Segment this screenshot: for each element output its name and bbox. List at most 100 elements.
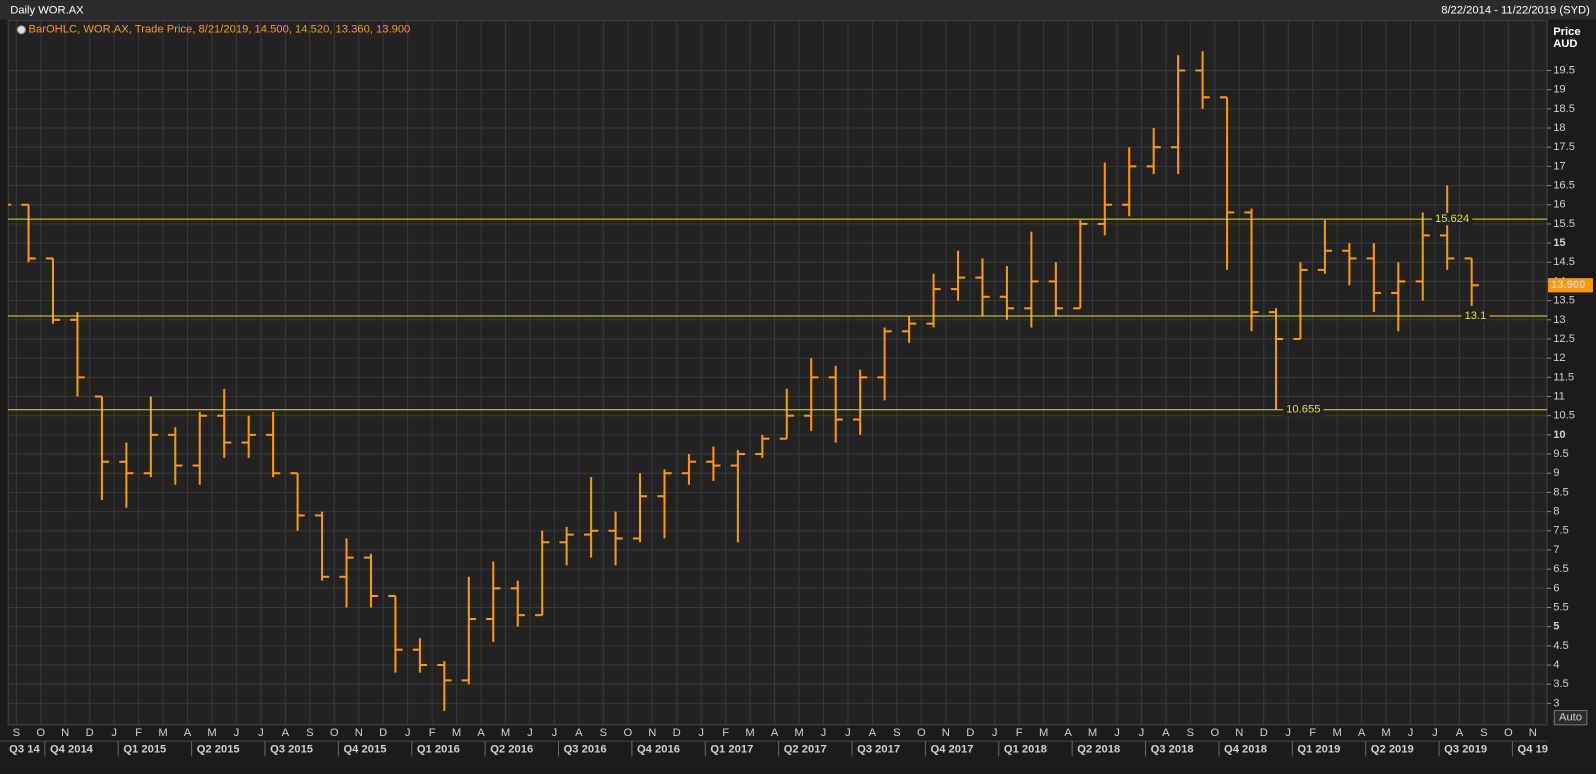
x-tick-label: N xyxy=(1529,727,1537,739)
y-tick-label: 17 xyxy=(1553,160,1565,172)
y-tick-label: 18 xyxy=(1553,122,1565,134)
x-tick-label: O xyxy=(623,727,632,739)
quarter-label: Q3 2015 xyxy=(270,743,313,755)
y-tick-label: 13.5 xyxy=(1553,295,1575,307)
quarter-label: Q4 2015 xyxy=(343,743,386,755)
x-tick-label: M xyxy=(794,727,803,739)
x-tick-label: J xyxy=(527,727,533,739)
x-tick-label: A xyxy=(184,727,192,739)
legend-icon[interactable] xyxy=(16,25,26,35)
x-tick-label: J xyxy=(405,727,411,739)
x-tick-label: J xyxy=(1139,727,1145,739)
chart-title: Daily WOR.AX xyxy=(10,4,84,16)
x-tick-label: D xyxy=(86,727,94,739)
x-tick-label: M xyxy=(1332,727,1341,739)
x-tick-label: J xyxy=(552,727,558,739)
x-tick-label: O xyxy=(917,727,926,739)
y-tick-label: 5 xyxy=(1553,621,1559,633)
y-tick-label: 3.5 xyxy=(1553,678,1569,690)
y-tick-label: 9.5 xyxy=(1553,448,1569,460)
x-tick-label: N xyxy=(648,727,656,739)
x-tick-label: J xyxy=(821,727,827,739)
plot-area xyxy=(7,20,1548,726)
y-tick-label: 19 xyxy=(1553,84,1565,96)
x-tick-label: N xyxy=(355,727,363,739)
grid xyxy=(8,20,1548,725)
x-tick-label: M xyxy=(501,727,510,739)
y-tick-label: 10 xyxy=(1553,429,1565,441)
x-tick-label: A xyxy=(282,727,290,739)
y-tick-label: 12 xyxy=(1553,352,1565,364)
last-price-marker xyxy=(1548,278,1593,293)
x-tick-label: F xyxy=(1309,727,1316,739)
x-tick-label: M xyxy=(158,727,167,739)
auto-button-label[interactable]: Auto xyxy=(1559,712,1582,724)
quarter-label: Q2 2017 xyxy=(784,743,827,755)
x-tick-label: M xyxy=(1381,727,1390,739)
reference-label: 10.655 xyxy=(1286,404,1320,416)
y-tick-label: 8.5 xyxy=(1553,486,1569,498)
x-tick-label: D xyxy=(966,727,974,739)
x-tick-label: A xyxy=(869,727,877,739)
y-tick-label: 15.5 xyxy=(1553,218,1575,230)
quarter-label: Q2 2015 xyxy=(197,743,240,755)
x-tick-label: J xyxy=(1408,727,1414,739)
y-tick-label: 5.5 xyxy=(1553,601,1569,613)
reference-label-bg xyxy=(1431,213,1473,226)
x-tick-label: N xyxy=(1235,727,1243,739)
x-tick-label: O xyxy=(36,727,45,739)
x-tick-label: J xyxy=(992,727,998,739)
date-range: 8/22/2014 - 11/22/2019 (SYD) xyxy=(1441,4,1590,16)
x-tick-label: M xyxy=(207,727,216,739)
x-tick-label: O xyxy=(1504,727,1513,739)
x-tick-label: A xyxy=(477,727,485,739)
quarter-label: Q4 2017 xyxy=(930,743,973,755)
y-tick-label: 16.5 xyxy=(1553,180,1575,192)
x-tick-label: A xyxy=(771,727,779,739)
y-axis-title: Price xyxy=(1553,26,1580,38)
x-tick-label: F xyxy=(429,727,436,739)
x-tick-label: F xyxy=(135,727,142,739)
y-axis-unit: AUD xyxy=(1553,38,1577,50)
price-bars xyxy=(8,51,1479,712)
x-tick-label: J xyxy=(258,727,264,739)
quarter-label: Q2 2019 xyxy=(1371,743,1414,755)
y-tick-label: 4.5 xyxy=(1553,640,1569,652)
y-tick-label: 9 xyxy=(1553,467,1559,479)
y-tick-label: 14.5 xyxy=(1553,256,1575,268)
header-bar xyxy=(0,0,1596,20)
x-tick-label: J xyxy=(234,727,240,739)
x-tick-label: J xyxy=(111,727,117,739)
reference-label: 13.1 xyxy=(1465,310,1487,322)
quarter-label: Q4 2016 xyxy=(637,743,680,755)
x-tick-label: J xyxy=(1432,727,1438,739)
x-tick-label: A xyxy=(1358,727,1366,739)
x-tick-label: S xyxy=(306,727,313,739)
quarter-label: Q3 2016 xyxy=(564,743,607,755)
x-tick-label: J xyxy=(1285,727,1291,739)
x-tick-label: D xyxy=(673,727,681,739)
quarter-label: Q1 2019 xyxy=(1297,743,1340,755)
y-tick-label: 4 xyxy=(1553,659,1559,671)
x-tick-label: S xyxy=(13,727,20,739)
y-tick-label: 19.5 xyxy=(1553,64,1575,76)
auto-button[interactable] xyxy=(1553,710,1588,726)
quarter-label: Q3 14 xyxy=(9,743,40,755)
x-tick-label: N xyxy=(942,727,950,739)
reference-label: 15.624 xyxy=(1435,213,1469,225)
x-tick-label: M xyxy=(1039,727,1048,739)
x-tick-label: J xyxy=(845,727,851,739)
quarter-label: Q3 2019 xyxy=(1444,743,1487,755)
y-tick-label: 18.5 xyxy=(1553,103,1575,115)
x-tick-label: A xyxy=(575,727,583,739)
y-tick-label: 11.5 xyxy=(1553,371,1574,383)
x-tick-label: M xyxy=(745,727,754,739)
y-tick-label: 10.5 xyxy=(1553,410,1575,422)
y-tick-label: 13 xyxy=(1553,314,1565,326)
x-tick-label: J xyxy=(1114,727,1120,739)
x-tick-label: O xyxy=(330,727,339,739)
last-price-label: 13.900 xyxy=(1551,279,1585,291)
y-tick-label: 8 xyxy=(1553,506,1559,518)
axes: 3 3.5 4 4.5 5 5.5 6 6.5 7 7.5 8 8.5 9 9.5 10 10.5 11 11.5… xyxy=(0,64,1593,757)
